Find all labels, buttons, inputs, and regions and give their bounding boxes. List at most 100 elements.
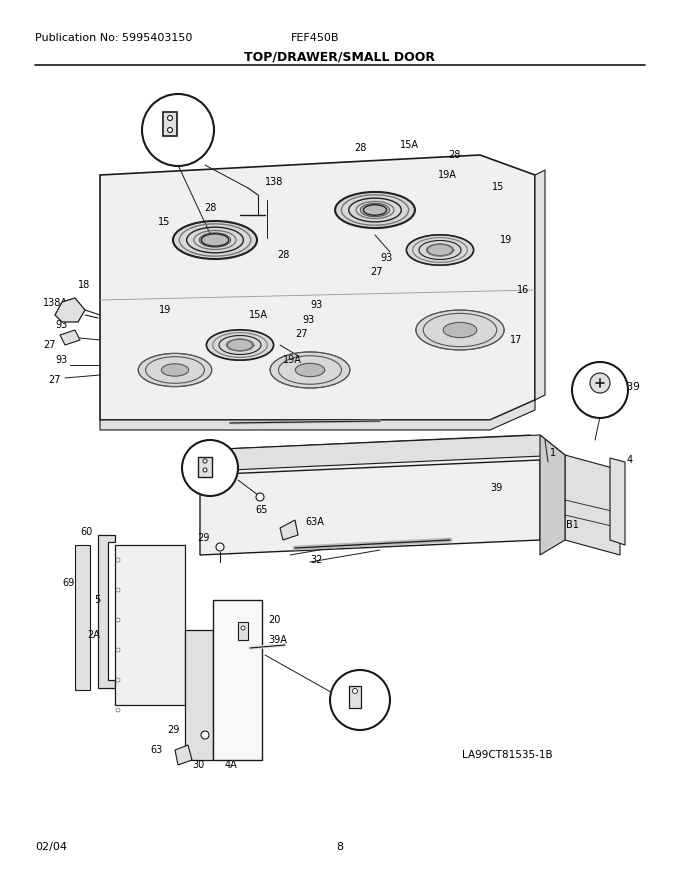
Text: 15A: 15A xyxy=(400,140,419,150)
Text: 02/04: 02/04 xyxy=(35,842,67,852)
Text: LA99CT81535-1B: LA99CT81535-1B xyxy=(462,750,553,760)
Text: 138A: 138A xyxy=(43,298,68,308)
Text: 18: 18 xyxy=(78,280,90,290)
Ellipse shape xyxy=(335,192,415,228)
Ellipse shape xyxy=(138,354,211,386)
Circle shape xyxy=(116,708,120,712)
Circle shape xyxy=(203,468,207,472)
Polygon shape xyxy=(55,298,85,322)
Text: 28: 28 xyxy=(204,203,216,213)
Text: Publication No: 5995403150: Publication No: 5995403150 xyxy=(35,33,192,43)
Text: 28: 28 xyxy=(448,150,460,160)
Text: 29: 29 xyxy=(198,533,210,543)
Text: 93: 93 xyxy=(55,320,67,330)
Polygon shape xyxy=(60,330,80,345)
Bar xyxy=(198,457,212,477)
Polygon shape xyxy=(200,435,565,490)
Polygon shape xyxy=(540,435,565,555)
Circle shape xyxy=(182,440,238,496)
Polygon shape xyxy=(75,545,90,690)
Text: 27: 27 xyxy=(295,329,307,339)
Circle shape xyxy=(116,678,120,682)
Text: 8: 8 xyxy=(337,842,343,852)
Ellipse shape xyxy=(207,330,273,360)
Circle shape xyxy=(590,373,610,393)
Text: 60: 60 xyxy=(80,527,92,537)
Text: 27: 27 xyxy=(370,267,382,277)
Circle shape xyxy=(201,731,209,739)
Ellipse shape xyxy=(173,221,257,259)
Circle shape xyxy=(116,558,120,562)
Circle shape xyxy=(167,115,173,121)
Text: 1: 1 xyxy=(550,448,556,458)
Text: 5: 5 xyxy=(94,595,100,605)
Circle shape xyxy=(116,618,120,622)
Text: FEF450B: FEF450B xyxy=(291,33,339,43)
Ellipse shape xyxy=(443,322,477,338)
Text: 27: 27 xyxy=(48,375,61,385)
Polygon shape xyxy=(610,458,625,545)
Text: 63: 63 xyxy=(151,745,163,755)
Ellipse shape xyxy=(428,245,453,256)
Polygon shape xyxy=(280,520,298,540)
Polygon shape xyxy=(115,545,185,705)
Text: 17: 17 xyxy=(510,335,522,345)
Text: 27: 27 xyxy=(43,340,56,350)
Polygon shape xyxy=(185,630,213,760)
Text: 32: 32 xyxy=(310,555,322,565)
Text: 20: 20 xyxy=(376,689,389,699)
Circle shape xyxy=(572,362,628,418)
Polygon shape xyxy=(535,170,545,400)
Text: 39: 39 xyxy=(490,483,503,493)
Circle shape xyxy=(241,626,245,630)
Text: 4: 4 xyxy=(627,455,633,465)
Text: 93: 93 xyxy=(55,355,67,365)
Text: 93: 93 xyxy=(310,300,322,310)
Text: 39A: 39A xyxy=(268,635,287,645)
Circle shape xyxy=(116,648,120,652)
Text: 2A: 2A xyxy=(87,630,100,640)
Ellipse shape xyxy=(270,352,350,388)
Text: 30: 30 xyxy=(192,760,204,770)
Text: 65: 65 xyxy=(255,505,267,515)
Text: 4A: 4A xyxy=(225,760,238,770)
Ellipse shape xyxy=(227,340,252,351)
Circle shape xyxy=(330,670,390,730)
Text: 15: 15 xyxy=(492,182,505,192)
Text: 28: 28 xyxy=(277,250,289,260)
Text: 28: 28 xyxy=(354,143,367,153)
Text: 19A: 19A xyxy=(283,355,302,365)
Text: 18: 18 xyxy=(189,117,202,127)
Text: TOP/DRAWER/SMALL DOOR: TOP/DRAWER/SMALL DOOR xyxy=(245,50,435,63)
Text: 20: 20 xyxy=(268,615,280,625)
Bar xyxy=(238,622,248,640)
Bar xyxy=(349,686,361,708)
Circle shape xyxy=(142,94,214,166)
Circle shape xyxy=(203,459,207,463)
Text: 16: 16 xyxy=(517,285,529,295)
Text: 19: 19 xyxy=(500,235,512,245)
Polygon shape xyxy=(565,455,620,555)
Text: 29: 29 xyxy=(168,725,180,735)
Text: 15A: 15A xyxy=(249,310,268,320)
Ellipse shape xyxy=(416,310,504,350)
Circle shape xyxy=(256,493,264,501)
Text: B1: B1 xyxy=(566,520,579,530)
Ellipse shape xyxy=(360,203,390,216)
Text: 93: 93 xyxy=(380,253,392,263)
Circle shape xyxy=(352,688,358,693)
Text: 7: 7 xyxy=(220,455,226,465)
Circle shape xyxy=(167,128,173,133)
Text: 138: 138 xyxy=(265,177,284,187)
Text: 93: 93 xyxy=(302,315,314,325)
Polygon shape xyxy=(98,535,115,688)
Text: 63A: 63A xyxy=(305,517,324,527)
Bar xyxy=(163,112,177,136)
Ellipse shape xyxy=(407,235,473,265)
Text: 15: 15 xyxy=(158,217,170,227)
Circle shape xyxy=(216,543,224,551)
Polygon shape xyxy=(100,155,535,420)
Polygon shape xyxy=(200,435,565,470)
Text: 19: 19 xyxy=(159,305,171,315)
Circle shape xyxy=(116,588,120,592)
